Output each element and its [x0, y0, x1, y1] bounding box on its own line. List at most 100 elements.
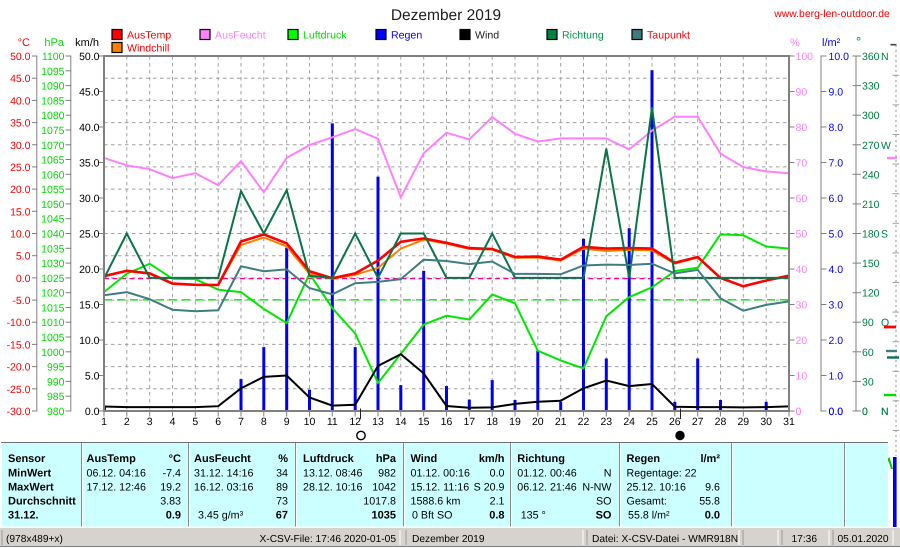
svg-text:31.12. 14:16: 31.12. 14:16	[194, 468, 253, 480]
svg-text:40.0: 40.0	[79, 122, 100, 134]
svg-text:06.12. 04:16: 06.12. 04:16	[87, 468, 146, 480]
svg-text:9: 9	[284, 416, 290, 428]
svg-text:73: 73	[276, 496, 288, 508]
svg-text:19.2: 19.2	[160, 482, 181, 494]
svg-text:km/h: km/h	[479, 453, 505, 465]
svg-text:300: 300	[862, 110, 880, 122]
svg-text:30.0: 30.0	[79, 193, 100, 205]
svg-text:40.0: 40.0	[10, 95, 31, 107]
svg-text:13: 13	[372, 416, 384, 428]
svg-text:30: 30	[862, 376, 874, 388]
svg-text:Dezember 2019: Dezember 2019	[412, 534, 485, 545]
svg-text:O: O	[881, 317, 889, 329]
svg-text:1025: 1025	[41, 273, 65, 285]
svg-text:Richtung: Richtung	[517, 453, 565, 465]
svg-text:1030: 1030	[41, 258, 65, 270]
svg-text:0.0: 0.0	[705, 510, 720, 522]
svg-text:%: %	[790, 37, 800, 49]
svg-text:15.0: 15.0	[79, 300, 100, 312]
svg-text:60: 60	[862, 347, 874, 359]
svg-text:26: 26	[669, 416, 681, 428]
svg-text:1005: 1005	[41, 332, 65, 344]
svg-text:980: 980	[47, 406, 65, 418]
svg-text:45.0: 45.0	[79, 87, 100, 99]
svg-text:30: 30	[796, 300, 808, 312]
svg-text:°C: °C	[169, 453, 181, 465]
svg-text:%: %	[278, 453, 288, 465]
svg-text:W: W	[881, 140, 891, 152]
svg-text:70: 70	[796, 158, 808, 170]
svg-text:7.0: 7.0	[829, 158, 844, 170]
svg-text:1042: 1042	[372, 482, 396, 494]
svg-text:1: 1	[101, 416, 107, 428]
svg-text:4: 4	[170, 416, 176, 428]
svg-text:15.0: 15.0	[10, 206, 31, 218]
svg-text:2: 2	[124, 416, 130, 428]
svg-text:16.12. 03:16: 16.12. 03:16	[194, 482, 253, 494]
svg-text:9.0: 9.0	[829, 87, 844, 99]
svg-text:1100: 1100	[42, 51, 65, 63]
svg-text:27: 27	[692, 416, 704, 428]
svg-text:20.0: 20.0	[10, 184, 31, 196]
svg-text:1.0: 1.0	[829, 371, 844, 383]
svg-text:S 20.9: S 20.9	[474, 482, 505, 494]
svg-text:1075: 1075	[41, 125, 65, 137]
svg-text:0.0: 0.0	[490, 468, 505, 480]
svg-text:Wind: Wind	[475, 30, 499, 42]
svg-text:Regen: Regen	[391, 30, 422, 42]
svg-text:28.12. 10:16: 28.12. 10:16	[303, 482, 362, 494]
svg-text:1035: 1035	[41, 243, 65, 255]
svg-text:67: 67	[276, 510, 288, 522]
svg-text:21: 21	[555, 416, 567, 428]
svg-text:0.0: 0.0	[85, 406, 100, 418]
svg-text:(978x489+x): (978x489+x)	[6, 534, 63, 545]
svg-text:N: N	[604, 468, 612, 480]
svg-text:15: 15	[418, 416, 430, 428]
svg-text:5: 5	[192, 416, 198, 428]
svg-text:AusTemp: AusTemp	[127, 30, 171, 42]
svg-text:1000: 1000	[41, 347, 65, 359]
svg-text:11: 11	[327, 416, 338, 428]
svg-text:N: N	[881, 406, 889, 418]
svg-text:20: 20	[796, 335, 808, 347]
svg-text:www.berg-len-outdoor.de: www.berg-len-outdoor.de	[773, 9, 890, 20]
svg-text:km/h: km/h	[75, 37, 99, 49]
svg-text:25.0: 25.0	[79, 229, 100, 241]
svg-text:24: 24	[623, 416, 635, 428]
svg-text:30: 30	[760, 416, 772, 428]
svg-text:14: 14	[395, 416, 407, 428]
svg-text:1070: 1070	[41, 140, 65, 152]
svg-text:MinWert: MinWert	[8, 468, 52, 480]
svg-text:31: 31	[783, 416, 795, 428]
svg-text:35.0: 35.0	[79, 158, 100, 170]
svg-text:2.0: 2.0	[829, 335, 844, 347]
svg-text:AusTemp: AusTemp	[87, 453, 137, 465]
svg-text:17: 17	[463, 416, 475, 428]
svg-text:3.45 g/m³: 3.45 g/m³	[198, 510, 244, 522]
svg-text:MaxWert: MaxWert	[8, 482, 54, 494]
svg-text:1017.8: 1017.8	[363, 496, 396, 508]
svg-text:1015: 1015	[41, 303, 65, 315]
svg-text:30.0: 30.0	[10, 140, 31, 152]
svg-text:N: N	[881, 51, 889, 63]
svg-text:270: 270	[862, 140, 880, 152]
svg-text:135 °: 135 °	[521, 510, 546, 522]
svg-text:25.0: 25.0	[10, 162, 31, 174]
svg-text:55.8: 55.8	[699, 496, 720, 508]
svg-text:10: 10	[304, 416, 316, 428]
svg-text:29: 29	[737, 416, 749, 428]
svg-text:10.0: 10.0	[829, 51, 850, 63]
svg-text:Sensor: Sensor	[8, 453, 46, 465]
svg-text:8: 8	[261, 416, 267, 428]
svg-text:360: 360	[862, 51, 880, 63]
svg-text:10: 10	[796, 371, 808, 383]
svg-text:0.0: 0.0	[829, 406, 844, 418]
svg-text:Datei: X-CSV-Datei - WMR918N: Datei: X-CSV-Datei - WMR918N	[592, 534, 738, 545]
svg-text:20: 20	[532, 416, 544, 428]
svg-text:28: 28	[715, 416, 727, 428]
svg-text:90: 90	[862, 317, 874, 329]
svg-text:Taupunkt: Taupunkt	[647, 30, 690, 42]
svg-text:90: 90	[796, 87, 808, 99]
svg-text:l/m²: l/m²	[822, 37, 841, 49]
svg-text:22: 22	[578, 416, 590, 428]
